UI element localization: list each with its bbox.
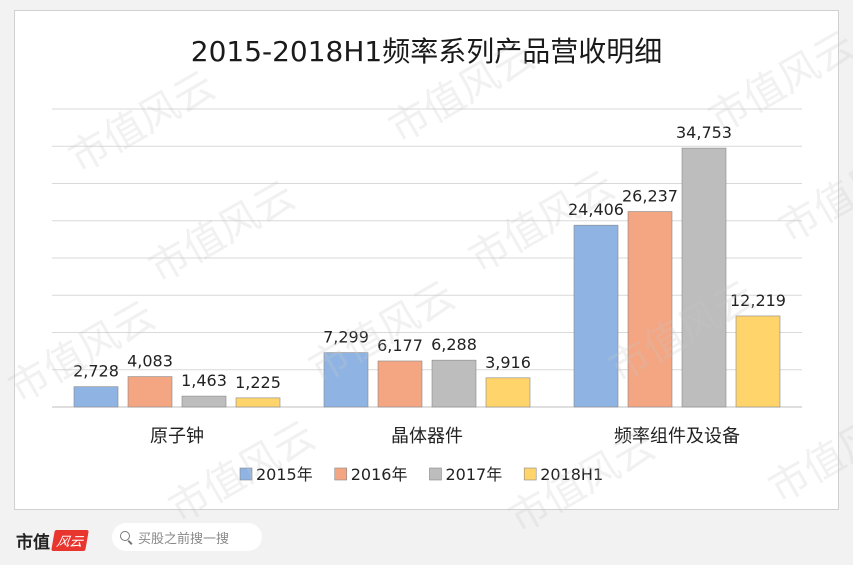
bar-2-3 [627,211,673,408]
bar-3-3 [681,147,727,408]
data-label: 1,225 [235,373,281,392]
data-label: 3,916 [485,353,531,372]
legend-label: 2017年 [445,465,502,484]
data-label: 7,299 [323,328,369,347]
data-label: 4,083 [127,352,173,371]
bar-1-2 [323,352,369,408]
legend-swatch [239,467,253,481]
legend-label: 2015年 [256,465,313,484]
category-label: 频率组件及设备 [614,426,740,447]
category-label: 原子钟 [150,426,204,447]
legend-swatch [429,467,442,481]
legend-swatch [523,467,537,481]
search-icon [120,531,133,545]
bar-1-1 [73,386,119,408]
bar-chart: 2,728 4,083 1,463 1,225 原子钟 7,299 6,177 6,288 3,… [52,108,802,484]
legend-label: 2018H1 [540,465,603,484]
brand-name: 市值 [16,533,50,553]
data-label: 34,753 [676,123,732,142]
footer: 市值 风云 买股之前搜一搜 [0,510,853,565]
legend-label: 2016年 [351,465,408,484]
data-label: 12,219 [730,291,786,310]
legend-swatch [334,467,348,481]
search-box[interactable]: 买股之前搜一搜 [112,523,262,551]
chart-title: 2015-2018H1频率系列产品营收明细 [190,35,663,68]
data-label: 24,406 [568,200,624,219]
bar-4-2 [485,377,531,408]
data-label: 1,463 [181,371,227,390]
bar-4-3 [735,315,781,408]
bar-3-2 [431,359,477,408]
bar-1-3 [573,224,619,408]
bar-4-1 [235,397,281,408]
bar-2-1 [127,376,173,408]
data-label: 2,728 [73,362,119,381]
search-placeholder: 买股之前搜一搜 [138,531,230,547]
data-label: 26,237 [622,187,678,206]
data-label: 6,288 [431,335,477,354]
bar-3-1 [181,395,227,408]
data-label: 6,177 [377,336,423,355]
brand-badge: 风云 [51,530,89,551]
bar-2-2 [377,360,423,408]
brand-logo[interactable]: 市值 风云 [16,528,89,553]
category-label: 晶体器件 [391,426,463,447]
